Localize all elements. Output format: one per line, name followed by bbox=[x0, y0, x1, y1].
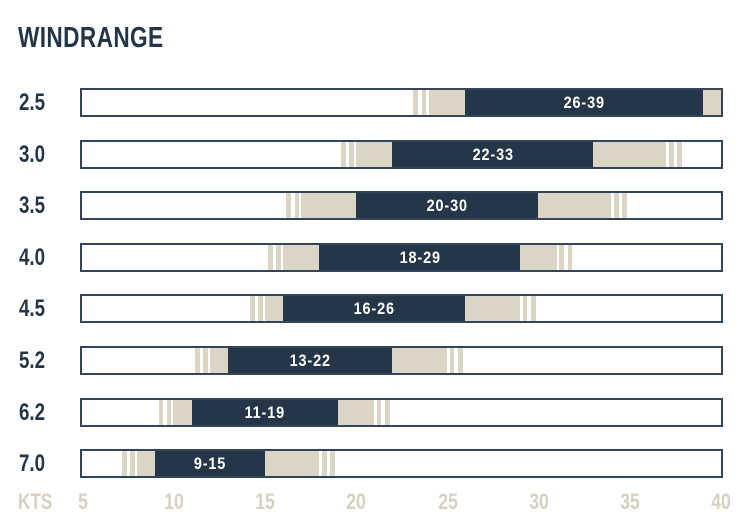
range-label: 26-39 bbox=[563, 92, 605, 112]
stripe-mark-low bbox=[268, 245, 273, 270]
extended-band-high bbox=[465, 296, 521, 321]
extended-band-high bbox=[264, 451, 320, 476]
stripe-mark-low bbox=[341, 142, 346, 167]
sail-size-label: 5.2 bbox=[19, 346, 79, 375]
stripe-mark-low bbox=[158, 400, 164, 425]
extended-band-high bbox=[520, 245, 557, 270]
stripe-mark-high bbox=[614, 193, 619, 218]
windrange-bar: 13-22 bbox=[80, 346, 723, 375]
extended-band-low bbox=[136, 451, 156, 476]
axis-tick-label: 20 bbox=[346, 489, 367, 514]
stripe-mark-high bbox=[531, 296, 536, 321]
axis-tick-label: 15 bbox=[255, 489, 276, 514]
stripe-mark-high bbox=[622, 193, 627, 218]
stripe-mark-high bbox=[449, 348, 455, 373]
ideal-range-segment: 22-33 bbox=[392, 142, 594, 167]
extended-band-low bbox=[301, 193, 356, 218]
range-label: 13-22 bbox=[289, 350, 331, 370]
ideal-range-segment: 11-19 bbox=[191, 400, 338, 425]
ideal-range-segment: 9-15 bbox=[155, 451, 265, 476]
range-label: 11-19 bbox=[244, 402, 285, 422]
sail-size-text: 4.5 bbox=[19, 295, 46, 322]
range-label: 16-26 bbox=[353, 298, 395, 318]
sail-size-label: 3.5 bbox=[19, 191, 79, 220]
range-label: 9-15 bbox=[193, 453, 226, 473]
sail-size-text: 3.0 bbox=[19, 141, 46, 168]
stripe-mark-high bbox=[677, 142, 682, 167]
page-title: WINDRANGE bbox=[18, 22, 164, 54]
stripe-mark-low bbox=[421, 90, 427, 115]
windrange-bar: 18-29 bbox=[80, 243, 723, 272]
stripe-mark-high bbox=[668, 142, 674, 167]
windrange-bar: 26-39 bbox=[80, 88, 723, 117]
ideal-range-segment: 13-22 bbox=[228, 348, 393, 373]
range-label: 18-29 bbox=[399, 247, 441, 267]
extended-band-high bbox=[538, 193, 612, 218]
x-axis: KTS 5 10 15 20 25 30 35 40 bbox=[0, 489, 733, 519]
sail-size-text: 7.0 bbox=[19, 450, 46, 477]
stripe-mark-high bbox=[330, 451, 335, 476]
extended-band-high bbox=[702, 90, 721, 115]
stripe-mark-low bbox=[276, 245, 281, 270]
extended-band-low bbox=[264, 296, 283, 321]
sail-size-text: 6.2 bbox=[19, 399, 46, 426]
range-label: 22-33 bbox=[472, 144, 514, 164]
windrange-bar: 20-30 bbox=[80, 191, 723, 220]
ideal-range-segment: 18-29 bbox=[319, 245, 521, 270]
axis-unit-label: KTS bbox=[18, 489, 53, 514]
sail-size-text: 3.5 bbox=[19, 192, 46, 219]
windrange-bar: 9-15 bbox=[80, 449, 723, 478]
stripe-mark-low bbox=[294, 193, 300, 218]
axis-tick-label: 35 bbox=[620, 489, 640, 514]
sail-size-label: 7.0 bbox=[19, 449, 79, 478]
stripe-mark-low bbox=[130, 451, 135, 476]
stripe-mark-low bbox=[249, 296, 255, 321]
ideal-range-segment: 20-30 bbox=[355, 193, 539, 218]
stripe-mark-low bbox=[258, 296, 263, 321]
axis-tick-label: 10 bbox=[164, 489, 184, 514]
sail-size-text: 5.2 bbox=[19, 347, 46, 374]
stripe-mark-low bbox=[349, 142, 355, 167]
extended-band-low bbox=[355, 142, 393, 167]
stripe-mark-high bbox=[522, 296, 528, 321]
sail-size-label: 3.0 bbox=[19, 140, 79, 169]
stripe-mark-low bbox=[166, 400, 172, 425]
extended-band-low bbox=[428, 90, 466, 115]
axis-tick-label: 5 bbox=[78, 489, 88, 514]
sail-size-label: 6.2 bbox=[19, 398, 79, 427]
stripe-mark-low bbox=[286, 193, 292, 218]
range-label: 20-30 bbox=[426, 195, 468, 215]
extended-band-high bbox=[337, 400, 375, 425]
stripe-mark-low bbox=[203, 348, 208, 373]
extended-band-low bbox=[282, 245, 320, 270]
stripe-mark-high bbox=[322, 451, 327, 476]
windrange-bar: 22-33 bbox=[80, 140, 723, 169]
extended-band-low bbox=[209, 348, 229, 373]
stripe-mark-high bbox=[385, 400, 390, 425]
extended-band-low bbox=[173, 400, 192, 425]
ideal-range-segment: 16-26 bbox=[282, 296, 466, 321]
stripe-mark-high bbox=[458, 348, 463, 373]
axis-tick-label: 40 bbox=[711, 489, 731, 514]
sail-size-label: 2.5 bbox=[19, 88, 79, 117]
axis-tick-label: 30 bbox=[528, 489, 549, 514]
stripe-mark-low bbox=[413, 90, 418, 115]
extended-band-high bbox=[593, 142, 667, 167]
windrange-bar: 16-26 bbox=[80, 294, 723, 323]
stripe-mark-high bbox=[559, 245, 564, 270]
sail-size-text: 4.0 bbox=[19, 244, 46, 271]
stripe-mark-low bbox=[122, 451, 127, 476]
stripe-mark-high bbox=[376, 400, 382, 425]
sail-size-label: 4.5 bbox=[19, 294, 79, 323]
stripe-mark-low bbox=[195, 348, 200, 373]
stripe-mark-high bbox=[567, 245, 573, 270]
sail-size-label: 4.0 bbox=[19, 243, 79, 272]
windrange-bar: 11-19 bbox=[80, 398, 723, 427]
extended-band-high bbox=[392, 348, 448, 373]
sail-size-text: 2.5 bbox=[19, 89, 46, 116]
ideal-range-segment: 26-39 bbox=[465, 90, 703, 115]
axis-tick-label: 25 bbox=[437, 489, 458, 514]
